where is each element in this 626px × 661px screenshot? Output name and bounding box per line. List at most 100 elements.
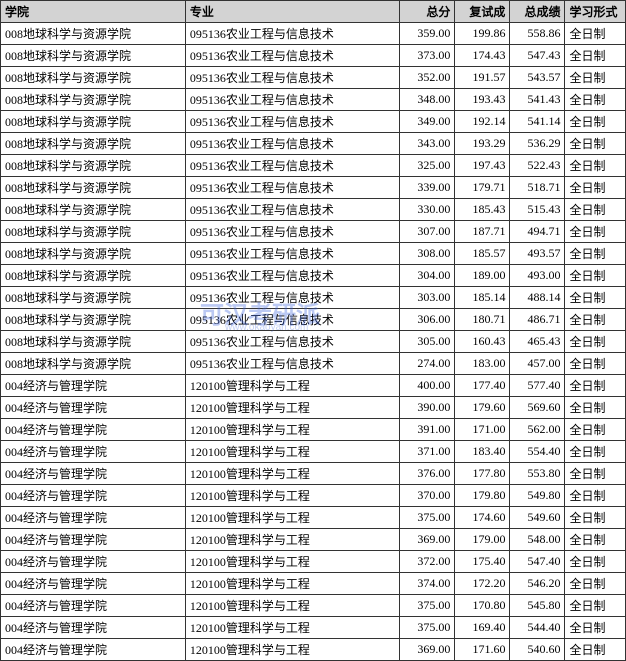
- cell-college: 008地球科学与资源学院: [1, 353, 186, 375]
- cell-college: 004经济与管理学院: [1, 573, 186, 595]
- table-row: 008地球科学与资源学院095136农业工程与信息技术359.00199.865…: [1, 23, 626, 45]
- cell-mode: 全日制: [565, 133, 626, 155]
- header-interview: 复试成: [455, 1, 510, 23]
- cell-total: 375.00: [400, 595, 455, 617]
- cell-major: 120100管理科学与工程: [185, 463, 400, 485]
- cell-major: 095136农业工程与信息技术: [185, 287, 400, 309]
- table-row: 004经济与管理学院120100管理科学与工程390.00179.60569.6…: [1, 397, 626, 419]
- cell-interview: 189.00: [455, 265, 510, 287]
- cell-major: 120100管理科学与工程: [185, 529, 400, 551]
- cell-mode: 全日制: [565, 397, 626, 419]
- cell-total: 306.00: [400, 309, 455, 331]
- cell-total: 305.00: [400, 331, 455, 353]
- table-row: 004经济与管理学院120100管理科学与工程369.00179.00548.0…: [1, 529, 626, 551]
- cell-college: 008地球科学与资源学院: [1, 177, 186, 199]
- cell-college: 004经济与管理学院: [1, 375, 186, 397]
- cell-mode: 全日制: [565, 551, 626, 573]
- cell-interview: 179.60: [455, 397, 510, 419]
- cell-major: 120100管理科学与工程: [185, 573, 400, 595]
- table-row: 004经济与管理学院120100管理科学与工程400.00177.40577.4…: [1, 375, 626, 397]
- table-row: 004经济与管理学院120100管理科学与工程369.00171.60540.6…: [1, 639, 626, 661]
- cell-interview: 169.40: [455, 617, 510, 639]
- cell-major: 120100管理科学与工程: [185, 639, 400, 661]
- table-row: 008地球科学与资源学院095136农业工程与信息技术308.00185.574…: [1, 243, 626, 265]
- cell-college: 004经济与管理学院: [1, 397, 186, 419]
- cell-total: 359.00: [400, 23, 455, 45]
- cell-mode: 全日制: [565, 45, 626, 67]
- cell-final: 553.80: [510, 463, 565, 485]
- table-row: 008地球科学与资源学院095136农业工程与信息技术339.00179.715…: [1, 177, 626, 199]
- cell-major: 095136农业工程与信息技术: [185, 331, 400, 353]
- cell-college: 004经济与管理学院: [1, 529, 186, 551]
- cell-total: 343.00: [400, 133, 455, 155]
- cell-mode: 全日制: [565, 221, 626, 243]
- table-row: 008地球科学与资源学院095136农业工程与信息技术305.00160.434…: [1, 331, 626, 353]
- cell-final: 548.00: [510, 529, 565, 551]
- cell-interview: 185.14: [455, 287, 510, 309]
- cell-interview: 199.86: [455, 23, 510, 45]
- cell-mode: 全日制: [565, 243, 626, 265]
- cell-mode: 全日制: [565, 419, 626, 441]
- table-row: 008地球科学与资源学院095136农业工程与信息技术373.00174.435…: [1, 45, 626, 67]
- cell-total: 376.00: [400, 463, 455, 485]
- cell-total: 307.00: [400, 221, 455, 243]
- cell-mode: 全日制: [565, 331, 626, 353]
- cell-final: 488.14: [510, 287, 565, 309]
- cell-final: 536.29: [510, 133, 565, 155]
- table-row: 008地球科学与资源学院095136农业工程与信息技术352.00191.575…: [1, 67, 626, 89]
- table-row: 008地球科学与资源学院095136农业工程与信息技术330.00185.435…: [1, 199, 626, 221]
- cell-mode: 全日制: [565, 199, 626, 221]
- cell-total: 330.00: [400, 199, 455, 221]
- cell-college: 004经济与管理学院: [1, 507, 186, 529]
- cell-total: 373.00: [400, 45, 455, 67]
- admission-table: 学院 专业 总分 复试成 总成绩 学习形式 008地球科学与资源学院095136…: [0, 0, 626, 661]
- cell-mode: 全日制: [565, 573, 626, 595]
- cell-final: 493.57: [510, 243, 565, 265]
- cell-college: 004经济与管理学院: [1, 595, 186, 617]
- cell-final: 549.80: [510, 485, 565, 507]
- cell-major: 095136农业工程与信息技术: [185, 177, 400, 199]
- cell-interview: 177.40: [455, 375, 510, 397]
- cell-total: 349.00: [400, 111, 455, 133]
- cell-mode: 全日制: [565, 353, 626, 375]
- table-row: 008地球科学与资源学院095136农业工程与信息技术325.00197.435…: [1, 155, 626, 177]
- cell-college: 008地球科学与资源学院: [1, 287, 186, 309]
- cell-final: 457.00: [510, 353, 565, 375]
- cell-major: 095136农业工程与信息技术: [185, 89, 400, 111]
- cell-college: 004经济与管理学院: [1, 485, 186, 507]
- cell-total: 304.00: [400, 265, 455, 287]
- table-row: 008地球科学与资源学院095136农业工程与信息技术303.00185.144…: [1, 287, 626, 309]
- cell-mode: 全日制: [565, 441, 626, 463]
- cell-major: 095136农业工程与信息技术: [185, 243, 400, 265]
- cell-major: 095136农业工程与信息技术: [185, 67, 400, 89]
- cell-major: 095136农业工程与信息技术: [185, 23, 400, 45]
- table-header-row: 学院 专业 总分 复试成 总成绩 学习形式: [1, 1, 626, 23]
- cell-mode: 全日制: [565, 155, 626, 177]
- cell-total: 369.00: [400, 529, 455, 551]
- header-major: 专业: [185, 1, 400, 23]
- cell-final: 554.40: [510, 441, 565, 463]
- cell-interview: 171.60: [455, 639, 510, 661]
- cell-interview: 175.40: [455, 551, 510, 573]
- cell-interview: 197.43: [455, 155, 510, 177]
- cell-college: 008地球科学与资源学院: [1, 331, 186, 353]
- cell-total: 352.00: [400, 67, 455, 89]
- cell-total: 303.00: [400, 287, 455, 309]
- cell-college: 008地球科学与资源学院: [1, 199, 186, 221]
- cell-total: 372.00: [400, 551, 455, 573]
- cell-mode: 全日制: [565, 617, 626, 639]
- cell-college: 008地球科学与资源学院: [1, 265, 186, 287]
- table-row: 004经济与管理学院120100管理科学与工程372.00175.40547.4…: [1, 551, 626, 573]
- cell-major: 120100管理科学与工程: [185, 441, 400, 463]
- cell-major: 095136农业工程与信息技术: [185, 353, 400, 375]
- table-row: 004经济与管理学院120100管理科学与工程375.00174.60549.6…: [1, 507, 626, 529]
- cell-mode: 全日制: [565, 23, 626, 45]
- cell-total: 308.00: [400, 243, 455, 265]
- cell-final: 515.43: [510, 199, 565, 221]
- cell-major: 120100管理科学与工程: [185, 419, 400, 441]
- cell-interview: 179.00: [455, 529, 510, 551]
- cell-major: 120100管理科学与工程: [185, 617, 400, 639]
- cell-interview: 180.71: [455, 309, 510, 331]
- cell-mode: 全日制: [565, 67, 626, 89]
- cell-interview: 174.60: [455, 507, 510, 529]
